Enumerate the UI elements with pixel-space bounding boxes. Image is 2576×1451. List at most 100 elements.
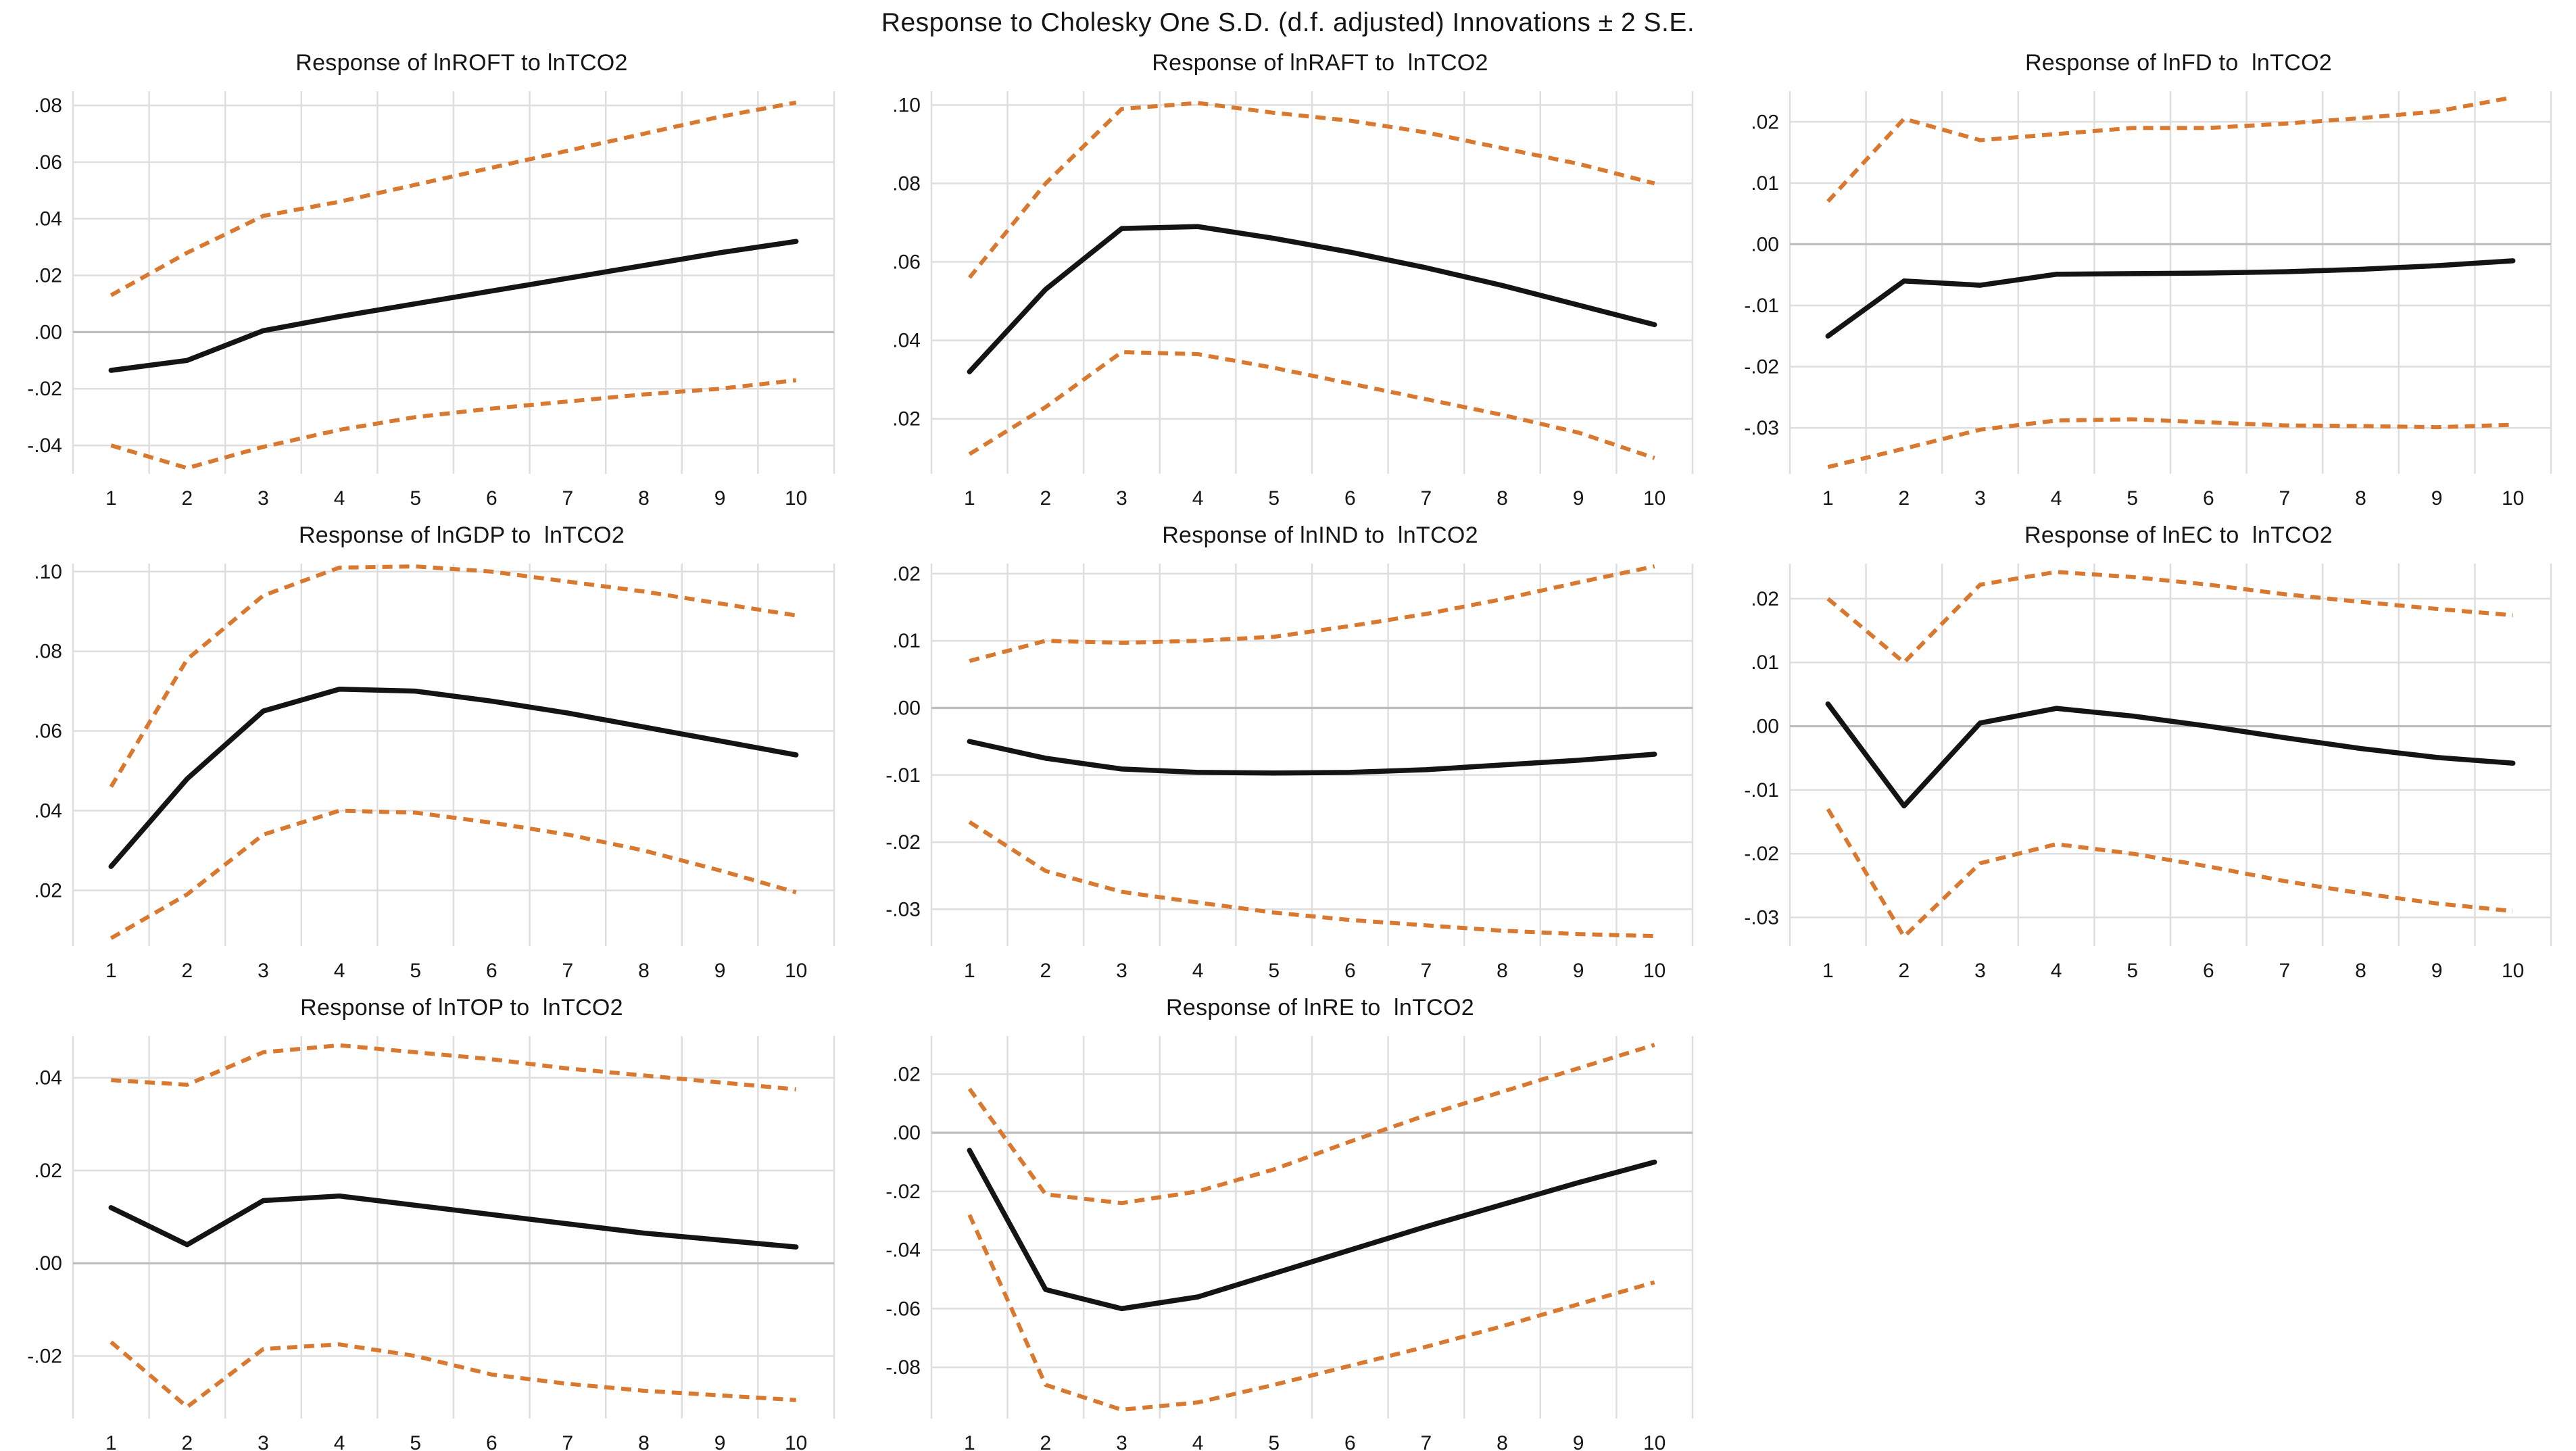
y-tick-label: .04	[34, 208, 62, 230]
y-tick-label: .08	[34, 95, 62, 117]
y-tick-label: -.03	[1744, 417, 1779, 439]
x-tick-label: 9	[1573, 1432, 1584, 1451]
x-tick-label: 1	[1822, 487, 1834, 510]
response-line	[108, 1193, 799, 1250]
x-tick-label: 3	[258, 960, 269, 982]
x-tick-label: 3	[1974, 960, 1986, 982]
y-tick-label: .08	[34, 641, 62, 663]
y-tick-label: -.02	[1744, 356, 1779, 378]
x-tick-label: 7	[562, 960, 574, 982]
x-tick-label: 3	[1116, 1432, 1127, 1451]
x-tick-label: 8	[638, 960, 650, 982]
x-tick-label: 5	[1268, 487, 1280, 510]
x-tick-label: 8	[638, 487, 650, 510]
y-tick-label: -.03	[1744, 907, 1779, 929]
x-tick-label: 8	[2355, 960, 2366, 982]
x-tick-label: 8	[1497, 487, 1508, 510]
x-tick-label: 7	[1421, 487, 1432, 510]
x-tick-label: 7	[562, 1432, 574, 1451]
y-tick-label: .00	[1751, 233, 1779, 255]
x-tick-label: 10	[1643, 960, 1666, 982]
se-band-line	[967, 1214, 1655, 1412]
x-tick-label: 10	[2502, 487, 2524, 510]
x-tick-label: 9	[1573, 487, 1584, 510]
x-tick-label: 8	[1497, 1432, 1508, 1451]
x-tick-label: 4	[2051, 960, 2062, 982]
x-tick-label: 6	[486, 1432, 497, 1451]
x-tick-label: 1	[105, 960, 117, 982]
se-band-line	[968, 350, 1655, 460]
y-tick-label: .02	[892, 408, 921, 431]
y-tick-label: .01	[1751, 651, 1779, 674]
y-tick-label: .00	[892, 1122, 921, 1144]
x-tick-label: 3	[258, 487, 269, 510]
y-tick-label: .02	[1751, 588, 1779, 610]
x-tick-label: 6	[486, 960, 497, 982]
response-line	[967, 224, 1657, 374]
y-tick-label: -.02	[27, 1345, 62, 1367]
x-tick-label: 9	[2431, 960, 2443, 982]
x-tick-label: 2	[1899, 960, 1910, 982]
y-tick-label: -.02	[27, 378, 62, 400]
y-tick-label: -.08	[885, 1356, 921, 1379]
x-tick-label: 5	[1268, 1432, 1280, 1451]
panel-title: Response of lnRAFT to lnTCO2	[1152, 50, 1488, 76]
x-tick-label: 3	[258, 1432, 269, 1451]
x-tick-label: 10	[785, 960, 807, 982]
x-tick-label: 6	[1344, 960, 1356, 982]
y-tick-label: .02	[1751, 111, 1779, 133]
y-tick-label: .08	[892, 172, 921, 195]
y-tick-label: .00	[1751, 716, 1779, 738]
se-band-line	[1826, 95, 2514, 203]
x-tick-label: 1	[1822, 960, 1834, 982]
x-tick-label: 5	[1268, 960, 1280, 982]
x-tick-label: 5	[410, 1432, 421, 1451]
x-tick-label: 2	[1899, 487, 1910, 510]
irf-chart: .02 .01 .00 -.01 -.02 -.03 1 2 3 4 5 6 7 8 9 10	[1744, 91, 2552, 510]
panel-title: Response of lnTOP to lnTCO2	[300, 995, 623, 1020]
y-tick-label: .02	[34, 265, 62, 287]
y-tick-label: .02	[892, 1063, 921, 1085]
x-tick-label: 1	[964, 1432, 975, 1451]
x-tick-label: 7	[2279, 487, 2291, 510]
response-line	[967, 1148, 1657, 1312]
y-tick-label: .10	[34, 561, 62, 583]
se-band-line	[110, 100, 797, 297]
x-tick-label: 9	[1573, 960, 1584, 982]
x-tick-label: 9	[714, 1432, 726, 1451]
x-tick-label: 6	[2203, 960, 2214, 982]
x-tick-label: 3	[1116, 960, 1127, 982]
x-tick-label: 2	[1040, 960, 1052, 982]
x-tick-label: 9	[714, 960, 726, 982]
y-tick-label: -.02	[885, 831, 921, 854]
y-tick-label: -.01	[885, 764, 921, 787]
irf-panel: Response of lnEC to lnTCO2 .02 .01 .00 -.01…	[1722, 522, 2576, 985]
panel-title: Response of lnIND to lnTCO2	[1162, 522, 1478, 548]
x-tick-label: 2	[1040, 487, 1052, 510]
x-tick-label: 5	[410, 487, 421, 510]
y-tick-label: .10	[892, 94, 921, 116]
x-tick-label: 6	[486, 487, 497, 510]
se-band-line	[1826, 570, 2513, 665]
x-tick-label: 2	[1040, 1432, 1052, 1451]
y-tick-label: -.06	[885, 1298, 921, 1320]
se-band-line	[969, 564, 1655, 663]
y-tick-label: -.02	[885, 1181, 921, 1203]
y-tick-label: .02	[892, 563, 921, 585]
y-tick-label: .06	[892, 251, 921, 274]
x-tick-label: 5	[2127, 960, 2138, 982]
se-band-line	[967, 101, 1655, 279]
irf-chart: .08 .06 .04 .02 .00 -.02 -.04 1 2 3 4 5 6 7 8 9 10	[27, 91, 835, 510]
se-band-line	[111, 1043, 796, 1091]
x-tick-label: 8	[2355, 487, 2366, 510]
x-tick-label: 7	[562, 487, 574, 510]
x-tick-label: 10	[2502, 960, 2524, 982]
y-tick-label: -.01	[1744, 779, 1779, 802]
response-line	[108, 686, 799, 869]
x-tick-label: 10	[785, 1432, 807, 1451]
y-tick-label: .04	[34, 800, 62, 822]
x-tick-label: 8	[1497, 960, 1508, 982]
x-tick-label: 7	[1421, 1432, 1432, 1451]
y-tick-label: .00	[892, 697, 921, 719]
irf-panel: Response of lnROFT to lnTCO2 .08.06.04.0…	[5, 50, 864, 513]
